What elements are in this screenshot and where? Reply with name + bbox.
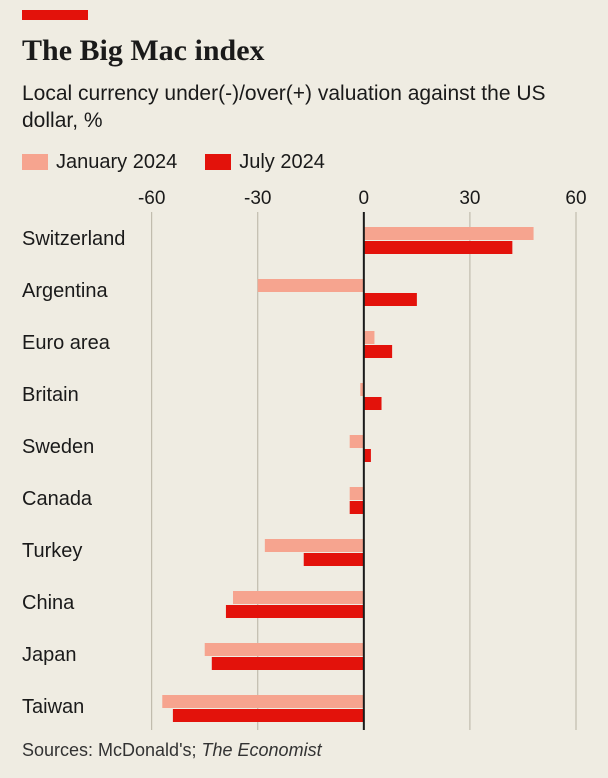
legend-item-july: July 2024 bbox=[205, 151, 325, 174]
bar-china-0 bbox=[233, 591, 364, 604]
bar-sweden-1 bbox=[364, 449, 371, 462]
bar-japan-0 bbox=[205, 643, 364, 656]
bar-argentina-0 bbox=[258, 279, 364, 292]
bar-turkey-0 bbox=[265, 539, 364, 552]
bar-euro-area-1 bbox=[364, 345, 392, 358]
svg-text:Switzerland: Switzerland bbox=[22, 228, 125, 250]
bar-sweden-0 bbox=[350, 435, 364, 448]
chart-title: The Big Mac index bbox=[22, 34, 590, 68]
svg-text:Japan: Japan bbox=[22, 644, 77, 666]
bar-taiwan-1 bbox=[173, 709, 364, 722]
bar-switzerland-0 bbox=[364, 227, 534, 240]
svg-text:-60: -60 bbox=[138, 188, 165, 209]
svg-text:China: China bbox=[22, 592, 75, 614]
bar-china-1 bbox=[226, 605, 364, 618]
svg-text:Argentina: Argentina bbox=[22, 280, 108, 302]
svg-text:30: 30 bbox=[459, 188, 480, 209]
legend-item-january: January 2024 bbox=[22, 151, 177, 174]
source-italic: The Economist bbox=[202, 740, 322, 760]
bar-britain-1 bbox=[364, 397, 382, 410]
brand-red-tab bbox=[22, 10, 88, 20]
bar-japan-1 bbox=[212, 657, 364, 670]
source-line: Sources: McDonald's; The Economist bbox=[22, 740, 590, 761]
bar-canada-1 bbox=[350, 501, 364, 514]
bigmac-chart: -60 -30 0 30 60 Switzerland Argentina Euro area… bbox=[22, 184, 586, 734]
bar-taiwan-0 bbox=[162, 695, 364, 708]
legend-label-january: January 2024 bbox=[56, 151, 177, 174]
svg-text:Euro area: Euro area bbox=[22, 332, 111, 354]
legend-swatch-january bbox=[22, 154, 48, 170]
svg-text:60: 60 bbox=[565, 188, 586, 209]
chart-subtitle: Local currency under(-)/over(+) valuatio… bbox=[22, 80, 590, 135]
svg-text:0: 0 bbox=[359, 188, 370, 209]
bar-argentina-1 bbox=[364, 293, 417, 306]
svg-text:-30: -30 bbox=[244, 188, 271, 209]
bar-turkey-1 bbox=[304, 553, 364, 566]
bar-canada-0 bbox=[350, 487, 364, 500]
svg-text:Canada: Canada bbox=[22, 488, 93, 510]
source-prefix: Sources: McDonald's; bbox=[22, 740, 202, 760]
legend-swatch-july bbox=[205, 154, 231, 170]
legend-label-july: July 2024 bbox=[239, 151, 325, 174]
bar-switzerland-1 bbox=[364, 241, 513, 254]
svg-text:Sweden: Sweden bbox=[22, 436, 94, 458]
legend: January 2024 July 2024 bbox=[22, 151, 590, 174]
svg-text:Turkey: Turkey bbox=[22, 540, 82, 562]
bar-euro-area-0 bbox=[364, 331, 375, 344]
svg-text:Britain: Britain bbox=[22, 384, 79, 406]
svg-text:Taiwan: Taiwan bbox=[22, 696, 84, 718]
